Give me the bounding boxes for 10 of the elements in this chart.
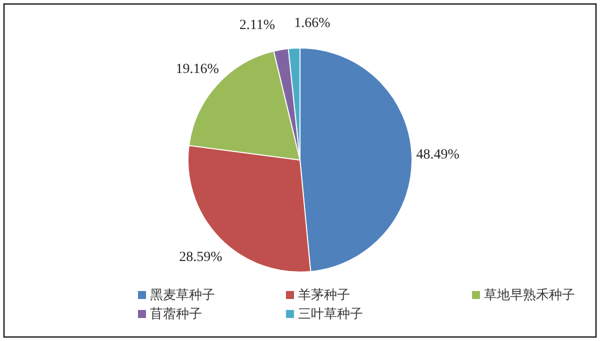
- legend-label: 草地早熟禾种子: [484, 287, 575, 302]
- legend-label: 苜蓿种子: [150, 306, 202, 321]
- data-label: 2.11%: [239, 18, 276, 34]
- data-label: 1.66%: [294, 16, 331, 32]
- data-label: 19.16%: [176, 62, 220, 77]
- data-label: 48.49%: [416, 147, 460, 162]
- legend-label: 三叶草种子: [298, 306, 363, 321]
- legend-label: 黑麦草种子: [150, 287, 215, 302]
- data-label: 28.59%: [179, 250, 223, 265]
- legend-label: 羊茅种子: [298, 287, 350, 302]
